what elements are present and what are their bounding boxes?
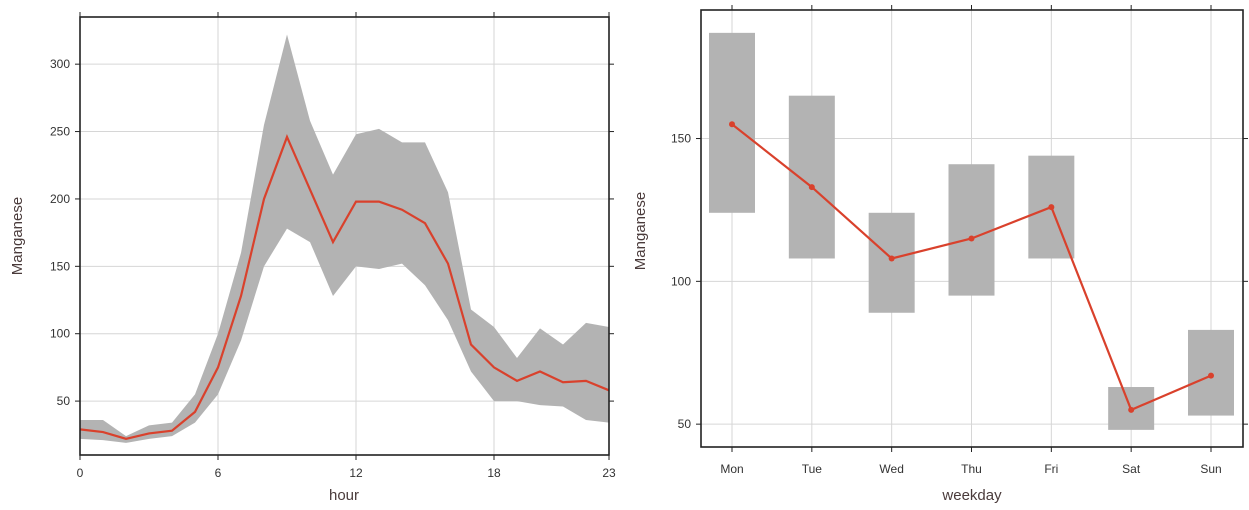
weekday-x-tick-label: Mon (720, 462, 743, 476)
hourly-y-tick-label: 300 (50, 57, 70, 71)
weekday-point-fri (1048, 204, 1055, 211)
weekday-x-tick-label: Fri (1044, 462, 1058, 476)
weekday-mean-points (729, 121, 1214, 413)
hourly-x-tick-label: 23 (602, 466, 616, 480)
weekday-band-wed (868, 212, 915, 313)
hourly-x-tick-label: 18 (487, 466, 501, 480)
weekday-point-wed (888, 255, 895, 262)
weekday-y-tick-label: 50 (678, 417, 692, 431)
hourly-y-tick-label: 200 (50, 192, 70, 206)
hourly-x-axis-title: hour (329, 487, 359, 504)
weekday-x-tick-label: Thu (961, 462, 982, 476)
weekday-point-sat (1128, 406, 1135, 413)
weekday-y-tick-label: 150 (671, 132, 691, 146)
hourly-y-tick-label: 150 (50, 259, 70, 273)
weekday-x-tick-label: Sun (1200, 462, 1221, 476)
hourly-x-tick-label: 6 (215, 466, 222, 480)
weekday-chart-panel: Mon Tue Wed Thu Fri Sat Sun 50 100 150 weekday Ma… (632, 5, 1248, 504)
weekday-x-tick-label: Tue (802, 462, 823, 476)
weekday-point-mon (729, 121, 735, 128)
weekday-point-tue (808, 184, 815, 191)
hourly-y-tick-label: 50 (57, 394, 71, 408)
weekday-x-axis-title: weekday (941, 487, 1002, 504)
weekday-y-axis-title: Manganese (632, 192, 649, 270)
hourly-x-tick-label: 0 (77, 466, 84, 480)
hourly-confidence-band (80, 34, 609, 443)
hourly-mean-line (79, 134, 610, 440)
hourly-y-tick-label: 250 (50, 125, 70, 139)
weekday-point-thu (968, 235, 975, 242)
hourly-axis-ticks: 0 6 12 18 23 50 100 150 200 250 300 (50, 12, 616, 480)
weekday-y-tick-label: 100 (671, 274, 691, 288)
weekday-x-tick-label: Sat (1122, 462, 1141, 476)
weekday-x-tick-label: Wed (879, 462, 903, 476)
hourly-x-tick-label: 12 (349, 466, 363, 480)
hourly-y-axis-title: Manganese (9, 197, 26, 275)
hourly-plot-frame (79, 16, 610, 456)
weekday-axis-ticks: Mon Tue Wed Thu Fri Sat Sun 50 100 150 (671, 5, 1248, 476)
weekday-band-thu (948, 164, 995, 296)
weekday-band-tue (788, 95, 835, 259)
hourly-chart-panel: 0 6 12 18 23 50 100 150 200 250 300 hour Manganese (9, 12, 616, 504)
weekday-point-sun (1208, 372, 1214, 379)
hourly-y-tick-label: 100 (50, 327, 70, 341)
